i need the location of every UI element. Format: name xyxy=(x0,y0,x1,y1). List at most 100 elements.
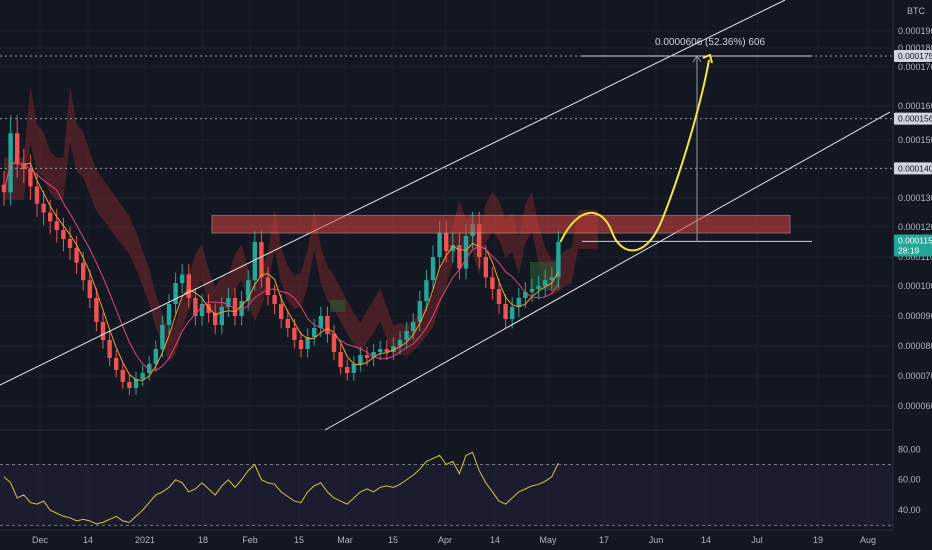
price-tag-label: 0.0001563 xyxy=(898,114,932,124)
candle xyxy=(345,367,350,373)
candle xyxy=(529,289,535,292)
candle xyxy=(252,242,257,281)
price-tick-label: 0.0001600 xyxy=(898,101,932,111)
candle xyxy=(351,364,356,373)
candle xyxy=(140,373,145,379)
time-tick-label: 14 xyxy=(701,535,711,545)
price-tick-label: 0.0001500 xyxy=(898,135,932,145)
candle xyxy=(213,313,218,325)
candle xyxy=(457,245,462,269)
candle xyxy=(556,242,561,278)
measure-label: 0.0000606 (52.36%) 606 xyxy=(655,37,766,48)
candle xyxy=(199,304,205,316)
moving-averages xyxy=(3,162,559,382)
channel-lower-line xyxy=(324,111,891,431)
candle xyxy=(54,221,59,230)
candle xyxy=(180,274,185,284)
time-tick-label: 14 xyxy=(490,535,500,545)
grid xyxy=(0,30,893,431)
time-tick-label: 2021 xyxy=(135,535,155,545)
price-tick-label: 0.0001000 xyxy=(898,281,932,291)
time-tick-label: Apr xyxy=(438,535,452,545)
drawings[interactable] xyxy=(0,0,893,431)
time-axis-bg xyxy=(0,530,893,550)
rsi-tick-label: 40.00 xyxy=(898,505,921,515)
candle xyxy=(292,328,297,340)
candle xyxy=(371,352,376,358)
time-tick-label: May xyxy=(539,535,557,545)
countdown-label: 28:19 xyxy=(898,246,920,256)
candle xyxy=(483,257,488,278)
price-tag xyxy=(894,234,932,257)
candle xyxy=(147,364,152,373)
candle xyxy=(490,277,495,289)
ma-fast-line xyxy=(3,162,559,382)
candle xyxy=(193,298,198,316)
candle xyxy=(67,239,73,248)
candles xyxy=(1,115,561,395)
candle xyxy=(318,316,323,328)
price-axis-bg xyxy=(893,0,932,550)
price-tag xyxy=(894,112,932,125)
price-tick-label: 0.0000700 xyxy=(898,371,932,381)
time-tick-label: 15 xyxy=(294,535,304,545)
candle xyxy=(15,133,20,164)
candle xyxy=(81,262,86,281)
candle xyxy=(516,298,521,307)
resistance-zone xyxy=(211,214,791,234)
candle xyxy=(298,340,304,349)
candle xyxy=(430,257,436,281)
rsi-line xyxy=(3,451,559,525)
ma-slow-line xyxy=(3,162,559,371)
candle xyxy=(259,242,264,278)
candle xyxy=(325,316,330,334)
candle xyxy=(450,245,455,251)
candle xyxy=(173,283,178,304)
candle xyxy=(41,203,46,213)
price-tag-label: 0.0001402 xyxy=(898,163,932,173)
candle xyxy=(397,340,403,346)
time-tick-label: Aug xyxy=(860,535,876,545)
candle xyxy=(48,212,53,222)
price-tag-label: 0.0001155 xyxy=(898,236,932,246)
projection-path xyxy=(559,59,710,252)
candle xyxy=(331,334,337,352)
candle xyxy=(477,224,482,257)
candle xyxy=(364,355,370,358)
candle xyxy=(510,307,515,319)
candle xyxy=(186,274,191,298)
candle xyxy=(120,370,125,382)
candle xyxy=(74,248,79,263)
candle xyxy=(226,298,231,307)
candle xyxy=(417,301,422,322)
candle xyxy=(94,298,99,322)
candle xyxy=(166,304,172,325)
candle xyxy=(114,358,119,370)
price-tag xyxy=(894,49,932,62)
candle xyxy=(503,304,508,319)
candle xyxy=(246,280,251,301)
price-tick-label: 0.0000600 xyxy=(898,401,932,411)
candle xyxy=(206,304,211,313)
cloud-green-patch xyxy=(330,300,345,312)
candle xyxy=(444,233,449,251)
cloud-area xyxy=(4,86,598,363)
candle xyxy=(424,280,429,301)
candle xyxy=(107,340,112,358)
candle xyxy=(1,184,7,193)
price-tick-label: 0.0001800 xyxy=(898,43,932,53)
time-tick-label: Dec xyxy=(32,535,49,545)
rsi-band xyxy=(0,464,893,526)
time-tick-label: 14 xyxy=(83,535,93,545)
price-tick-label: 0.0001900 xyxy=(898,26,932,36)
time-tick-label: Jul xyxy=(751,535,763,545)
price-tag xyxy=(894,162,932,175)
time-tick-label: Jun xyxy=(649,535,664,545)
candle xyxy=(391,346,396,352)
candle xyxy=(87,280,92,298)
candle xyxy=(127,382,132,388)
candle xyxy=(279,304,284,319)
candle xyxy=(265,277,271,295)
